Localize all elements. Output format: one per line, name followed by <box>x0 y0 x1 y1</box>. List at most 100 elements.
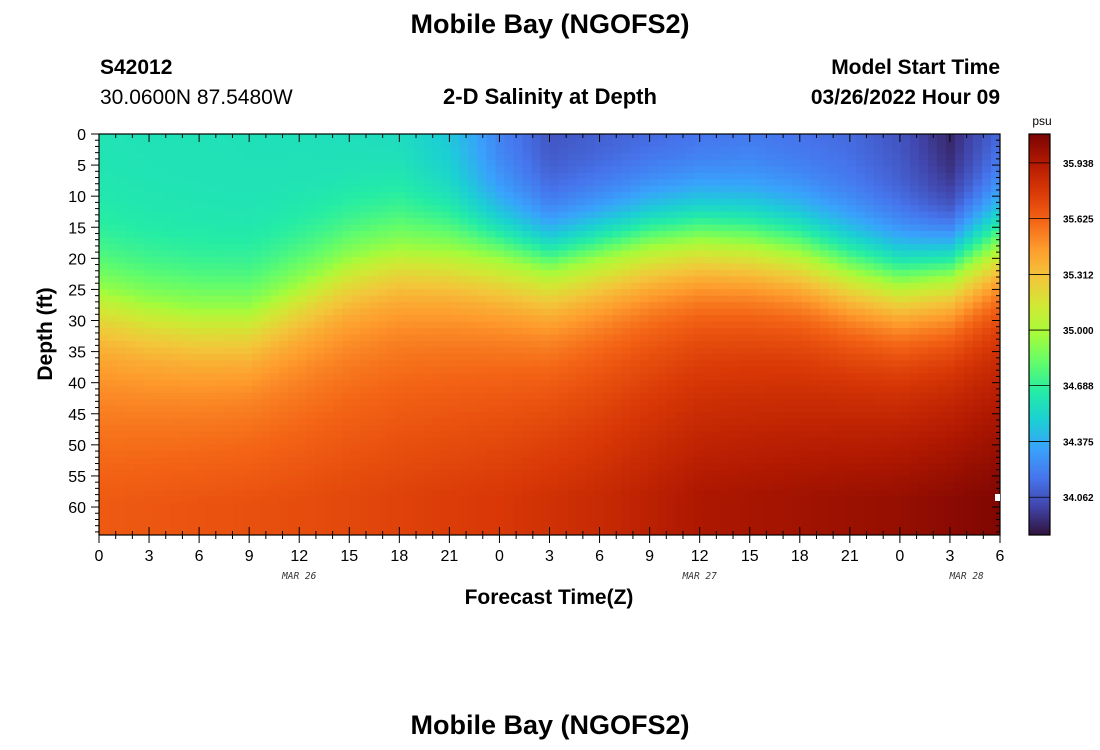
heatmap-cell <box>225 457 235 465</box>
heatmap-cell <box>108 528 118 535</box>
heatmap-cell <box>216 218 226 226</box>
heatmap-cell <box>621 276 632 284</box>
heatmap-cell <box>801 269 812 277</box>
heatmap-cell <box>711 483 722 491</box>
heatmap-cell <box>486 528 497 535</box>
heatmap-cell <box>594 224 605 232</box>
heatmap-cell <box>594 308 605 316</box>
heatmap-cell <box>639 159 650 167</box>
heatmap-cell <box>351 340 361 349</box>
heatmap-cell <box>162 457 172 465</box>
heatmap-cell <box>153 373 163 381</box>
heatmap-cell <box>216 463 226 471</box>
heatmap-cell <box>513 276 524 284</box>
heatmap-cell <box>801 231 812 239</box>
heatmap-cell <box>324 159 334 167</box>
heatmap-cell <box>207 483 217 491</box>
heatmap-cell <box>747 218 758 226</box>
heatmap-cell <box>531 192 542 200</box>
heatmap-cell <box>738 146 749 155</box>
heatmap-cell <box>261 256 271 264</box>
heatmap-cell <box>801 321 812 329</box>
heatmap-cell <box>270 243 280 252</box>
heatmap-cell <box>144 282 154 290</box>
heatmap-cell <box>324 515 334 523</box>
heatmap-cell <box>549 463 560 471</box>
heatmap-cell <box>207 360 217 368</box>
heatmap-cell <box>243 418 253 426</box>
heatmap-cell <box>549 431 560 439</box>
heatmap-cell <box>207 198 217 206</box>
heatmap-cell <box>216 502 226 510</box>
heatmap-cell <box>468 179 479 187</box>
heatmap-cell <box>180 463 190 471</box>
heatmap-cell <box>648 140 659 148</box>
heatmap-cell <box>360 431 370 439</box>
heatmap-cell <box>459 418 470 426</box>
heatmap-cell <box>297 392 307 400</box>
heatmap-cell <box>396 218 406 226</box>
heatmap-cell <box>702 347 713 355</box>
heatmap-cell <box>189 515 199 523</box>
heatmap-cell <box>387 450 397 458</box>
heatmap-cell <box>495 140 506 148</box>
heatmap-cell <box>783 269 794 277</box>
heatmap-cell <box>549 256 560 264</box>
heatmap-cell <box>324 522 334 530</box>
heatmap-cell <box>459 146 470 155</box>
heatmap-cell <box>738 379 749 387</box>
heatmap-cell <box>180 431 190 439</box>
heatmap-cell <box>270 237 280 245</box>
heatmap-cell <box>396 192 406 200</box>
heatmap-cell <box>207 509 217 517</box>
heatmap-cell <box>333 243 343 252</box>
heatmap-cell <box>405 237 415 245</box>
heatmap-cell <box>450 321 460 329</box>
heatmap-cell <box>729 379 740 387</box>
heatmap-cell <box>171 134 181 142</box>
heatmap-cell <box>477 522 488 530</box>
heatmap-cell <box>333 185 343 193</box>
heatmap-cell <box>225 308 235 316</box>
heatmap-cell <box>171 347 181 355</box>
heatmap-cell <box>198 379 208 387</box>
heatmap-cell <box>189 386 199 394</box>
heatmap-cell <box>801 205 812 213</box>
heatmap-cell <box>126 334 136 342</box>
heatmap-cell <box>504 425 515 433</box>
heatmap-cell <box>738 205 749 213</box>
heatmap-cell <box>423 269 433 277</box>
heatmap-cell <box>558 218 569 226</box>
heatmap-cell <box>810 166 821 174</box>
heatmap-cell <box>567 185 578 193</box>
heatmap-cell <box>234 198 244 206</box>
heatmap-cell <box>711 153 722 161</box>
heatmap-cell <box>792 250 803 258</box>
heatmap-cell <box>432 295 442 303</box>
heatmap-cell <box>432 243 442 252</box>
heatmap-cell <box>324 340 334 349</box>
heatmap-cell <box>774 256 785 264</box>
heatmap-cell <box>810 179 821 187</box>
heatmap-cell <box>657 392 668 400</box>
heatmap-cell <box>135 405 145 413</box>
heatmap-cell <box>720 509 731 517</box>
heatmap-cell <box>810 211 821 219</box>
heatmap-cell <box>369 528 379 535</box>
heatmap-cell <box>702 198 713 206</box>
heatmap-cell <box>747 405 758 413</box>
heatmap-cell <box>675 483 686 491</box>
heatmap-cell <box>441 328 451 336</box>
heatmap-cell <box>360 334 370 342</box>
heatmap-cell <box>234 373 244 381</box>
heatmap-cell <box>603 386 614 394</box>
heatmap-cell <box>351 159 361 167</box>
heatmap-cell <box>792 405 803 413</box>
heatmap-cell <box>135 282 145 290</box>
heatmap-cell <box>495 263 506 271</box>
heatmap-cell <box>342 166 352 174</box>
heatmap-cell <box>162 263 172 271</box>
heatmap-cell <box>504 496 515 504</box>
heatmap-cell <box>216 386 226 394</box>
heatmap-cell <box>288 179 298 187</box>
